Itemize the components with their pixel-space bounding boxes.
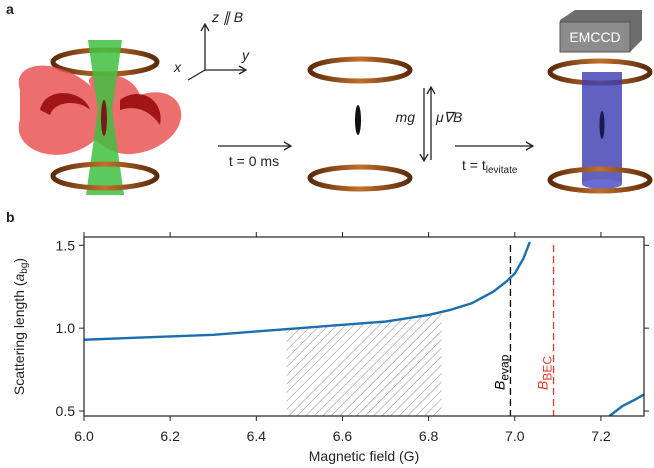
panel-label: b	[6, 209, 15, 225]
axes-icon	[187, 22, 248, 81]
y-axis-label-part: bg	[19, 263, 30, 274]
axis-label: z ∥ B	[211, 9, 243, 25]
x-tick-label: 7.2	[591, 428, 611, 444]
y-tick-label: 1.5	[56, 237, 76, 253]
coil	[307, 56, 413, 84]
y-tick-label: 0.5	[56, 403, 76, 419]
atom-cloud	[101, 100, 107, 136]
x-tick-label: 7.0	[505, 428, 525, 444]
curve	[84, 241, 644, 416]
x-tick-label: 6.8	[419, 428, 439, 444]
shaded-region	[286, 311, 442, 416]
x-tick-label: 6.4	[247, 428, 267, 444]
x-axis-label: Magnetic field (G)	[309, 448, 419, 464]
x-tick-label: 6.2	[160, 428, 180, 444]
step-label: t = tlevitate	[462, 157, 518, 176]
marker-sub: evap	[497, 354, 511, 380]
y-axis-label-part: a	[11, 273, 27, 281]
marker-symbol: B	[491, 381, 507, 390]
axis-label: x	[173, 59, 182, 75]
coil	[547, 166, 653, 194]
force-label: mg	[396, 109, 416, 125]
step-sub: levitate	[486, 165, 518, 176]
marker-label: Bevap	[491, 354, 511, 390]
imaging-beam-end	[582, 179, 622, 189]
marker-sub: BEC	[541, 356, 555, 381]
x-tick-label: 6.6	[333, 428, 353, 444]
panel-label: a	[6, 1, 14, 17]
y-axis-label: Scattering length (abg)	[11, 258, 30, 395]
coil	[50, 161, 160, 191]
plot-frame	[83, 236, 645, 417]
marker-symbol: B	[535, 381, 551, 390]
axis-label: y	[241, 47, 250, 63]
force-arrows	[419, 85, 436, 163]
force-label: μ∇B	[435, 109, 462, 125]
camera-label: EMCCD	[569, 29, 620, 45]
marker-label: BBEC	[535, 356, 555, 390]
arrow	[455, 141, 535, 151]
lattice-beam-shade	[40, 93, 161, 125]
atom-cloud	[599, 111, 605, 139]
arrow	[218, 141, 293, 151]
atom-cloud	[355, 105, 361, 135]
coil	[307, 164, 413, 192]
y-axis-label-part: )	[11, 258, 27, 263]
x-tick-label: 6.0	[74, 428, 94, 444]
panel-a: a z ∥ B x y t = 0 ms mg μ∇B t = tlevi	[6, 1, 653, 195]
step-label: t = 0 ms	[229, 153, 279, 169]
step-text: t = t	[462, 157, 486, 173]
camera-front	[559, 21, 631, 53]
y-axis-label-part: Scattering length (	[11, 281, 27, 395]
y-tick-label: 1.0	[56, 320, 76, 336]
